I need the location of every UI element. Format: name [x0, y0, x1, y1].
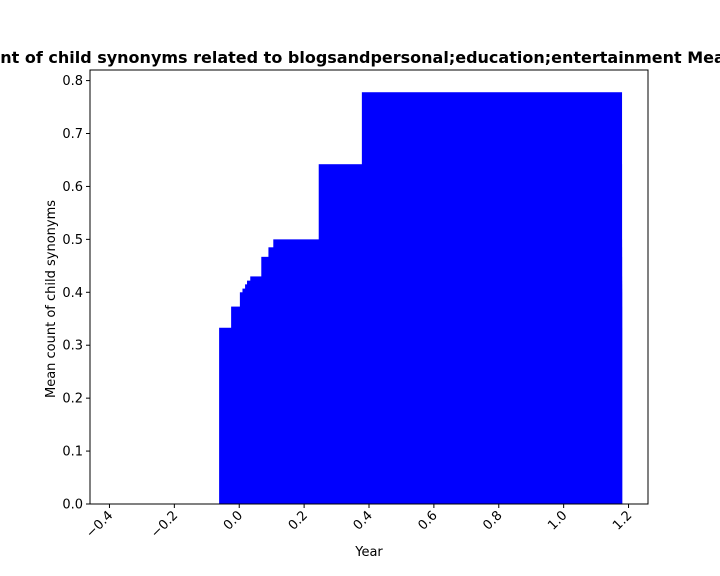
x-axis-label: Year [354, 545, 383, 560]
bars [219, 92, 623, 505]
bar [361, 92, 623, 504]
y-tick-label: 0.4 [62, 286, 83, 301]
y-tick-label: 0.6 [62, 180, 83, 195]
y-tick-label: 0.3 [62, 339, 83, 354]
y-tick-label: 0.2 [62, 392, 83, 407]
y-axis-label: Mean count of child synonyms [44, 200, 59, 398]
y-tick-label: 0.0 [62, 498, 83, 513]
y-tick-label: 0.7 [62, 127, 83, 142]
y-axis: 0.0 0.1 0.2 0.3 0.4 0.5 0.6 0.7 0.8 [62, 74, 90, 513]
chart-title: Distribution of Mean count of child syno… [0, 48, 720, 67]
y-tick-label: 0.5 [62, 233, 83, 248]
y-tick-label: 0.1 [62, 445, 83, 460]
y-tick-label: 0.8 [62, 74, 83, 89]
